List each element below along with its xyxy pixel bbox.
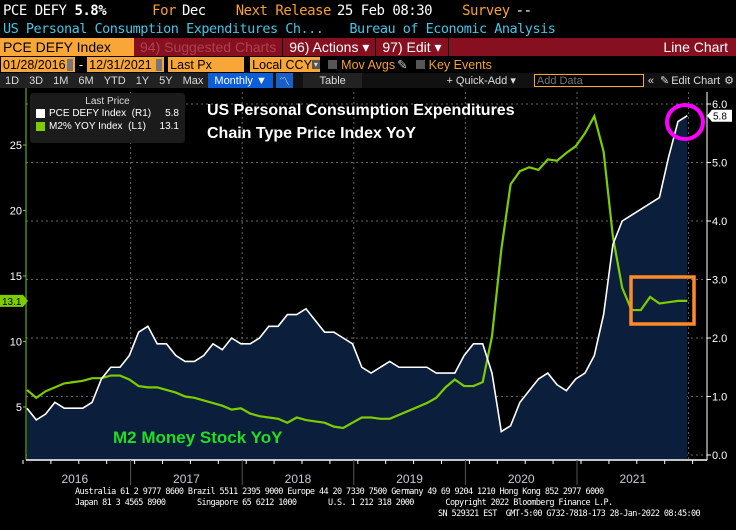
legend: Last Price PCE DEFY Index (R1) 5.8 M2% Y…	[30, 93, 185, 143]
edit-menu[interactable]: 97) Edit ▾	[382, 38, 442, 55]
right-tick-label: 4.0	[712, 216, 727, 228]
field-select[interactable]: Last Px	[168, 57, 245, 72]
pencil-icon[interactable]: ✎	[397, 58, 408, 72]
period-toolbar: 1D 3D 1M 6M YTD 1Y 5Y Max Monthly ▼ 〽 Table + Q…	[0, 73, 736, 88]
calendar-icon[interactable]	[67, 58, 73, 71]
for-value: Dec	[181, 3, 206, 19]
source: Bureau of Economic Analysis	[349, 21, 556, 37]
date-range-row: 01/28/2016 - 12/31/2021 Last Px Local CC…	[0, 56, 736, 73]
collapse-icon[interactable]: «	[647, 74, 654, 87]
footer-contacts: Australia 61 2 9777 8600 Brazil 5511 239…	[75, 487, 604, 497]
right-tick-label: 6.0	[712, 99, 727, 111]
start-date-input[interactable]: 01/28/2016	[1, 57, 75, 72]
add-data-input[interactable]	[533, 74, 644, 87]
calendar-icon[interactable]	[156, 58, 163, 71]
right-tick-label: 3.0	[712, 275, 727, 287]
x-tick-label: 2019	[396, 472, 423, 486]
period-button-1m[interactable]: 1M	[53, 74, 69, 87]
x-tick-label: 2017	[173, 472, 200, 486]
legend-swatch	[36, 122, 45, 131]
edit-chart-button[interactable]: Edit Chart	[671, 74, 721, 87]
legend-item-m2: M2% YOY Index (L1) 13.1	[36, 120, 179, 133]
x-tick-label: 2021	[619, 472, 646, 486]
right-last-badge	[707, 109, 732, 122]
gear-icon[interactable]: ⚙	[724, 75, 734, 87]
pce-area	[27, 115, 688, 460]
suggested-charts-button[interactable]: 94) Suggested Charts	[140, 39, 277, 55]
pce-line	[26, 115, 688, 433]
highlight-box	[629, 275, 696, 326]
x-tick-label: 2018	[285, 472, 312, 486]
left-tick-label: 15	[10, 271, 22, 283]
key-events-label: Key Events	[428, 57, 492, 72]
quote-header: PCE DEFY 5.8% For Dec Next Release 25 Fe…	[0, 1, 736, 21]
legend-swatch	[36, 109, 45, 118]
for-label: For	[152, 3, 176, 19]
right-tick-label: 1.0	[712, 392, 727, 404]
next-release-value: 25 Feb 08:30	[336, 3, 433, 19]
chevron-down-icon: ▾	[311, 60, 320, 69]
right-tick-label: 5.0	[712, 158, 727, 170]
left-last-badge	[0, 294, 28, 307]
frequency-select[interactable]: Monthly ▼	[208, 73, 273, 88]
x-tick-label: 2016	[61, 472, 88, 486]
right-tick-label: 2.0	[712, 333, 727, 345]
date-separator: -	[79, 57, 84, 72]
security-description: US Personal Consumption Expenditures Ch.…	[3, 21, 324, 37]
security-field[interactable]: PCE DEFY Index	[0, 38, 134, 56]
ticker: PCE DEFY	[3, 3, 67, 19]
period-button-ytd[interactable]: YTD	[103, 74, 126, 87]
m2-annotation: M2 Money Stock YoY	[113, 428, 283, 447]
left-tick-label: 10	[10, 337, 22, 349]
description-row: US Personal Consumption Expenditures Ch.…	[0, 20, 736, 38]
chart-type-label: Line Chart	[663, 39, 728, 55]
survey-label: Survey	[462, 3, 510, 19]
footer-copyright: Japan 81 3 4565 8900 Singapore 65 6212 1…	[75, 498, 613, 508]
actions-menu[interactable]: 96) Actions ▾	[289, 38, 370, 55]
period-button-6m[interactable]: 6M	[78, 74, 94, 87]
currency-select[interactable]: Local CCY ▾	[250, 57, 321, 72]
m2-line	[26, 113, 688, 430]
chart-title-annotation: US Personal Consumption Expenditures Cha…	[207, 102, 515, 142]
left-last-badge-label: 13.1	[2, 297, 22, 308]
quick-add-button[interactable]: + Quick-Add ▾	[446, 75, 516, 87]
right-tick-label: 0.0	[712, 450, 727, 462]
mov-avgs-checkbox[interactable]	[328, 60, 338, 69]
period-button-3d[interactable]: 3D	[29, 74, 44, 87]
period-button-max[interactable]: Max	[182, 74, 204, 87]
footer-session: SN 529321 EST GMT-5:00 G732-7818-173 28-…	[438, 509, 701, 519]
period-button-5y[interactable]: 5Y	[159, 74, 173, 87]
next-release-label: Next Release	[235, 3, 332, 19]
pencil-icon[interactable]: ✎	[659, 75, 670, 87]
right-last-badge-label: 5.8	[713, 112, 727, 123]
x-tick-label: 2020	[508, 472, 535, 486]
highlight-circle	[665, 103, 705, 141]
legend-item-pce: PCE DEFY Index (R1) 5.8	[36, 107, 179, 120]
mov-avgs-label: Mov Avgs	[341, 57, 396, 72]
period-button-1d[interactable]: 1D	[5, 74, 20, 87]
key-events-checkbox[interactable]	[415, 60, 425, 69]
period-button-1y[interactable]: 1Y	[135, 74, 150, 87]
end-date-input[interactable]: 12/31/2021	[87, 57, 165, 72]
table-button[interactable]: Table	[302, 73, 363, 88]
survey-value: --	[515, 3, 532, 19]
left-tick-label: 25	[10, 140, 22, 152]
legend-title: Last Price	[85, 96, 130, 107]
left-tick-label: 20	[10, 206, 22, 218]
left-tick-label: 5	[16, 402, 22, 414]
menu-bar: PCE DEFY Index 94) Suggested Charts 96) …	[0, 38, 736, 56]
last-value: 5.8%	[74, 3, 107, 19]
line-chart-icon[interactable]: 〽	[275, 73, 293, 88]
